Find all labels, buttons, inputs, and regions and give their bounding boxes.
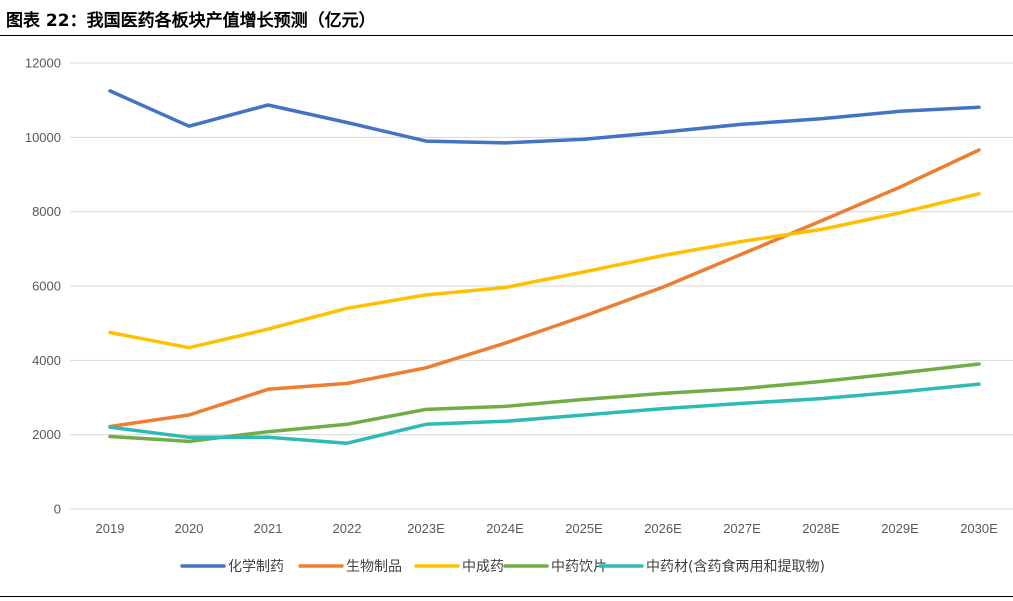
series-lines xyxy=(108,89,981,445)
series-1 xyxy=(108,89,981,145)
x-tick-label: 2019 xyxy=(96,521,125,536)
y-tick-label: 8000 xyxy=(32,204,61,219)
legend-label: 中药材(含药食两用和提取物) xyxy=(646,558,825,575)
legend-item-3: 中成药 xyxy=(414,559,504,575)
x-tick-label: 2020 xyxy=(175,521,204,536)
legend-item-5: 中药材(含药食两用和提取物) xyxy=(598,558,825,575)
x-tick-label: 2027E xyxy=(723,521,761,536)
legend-item-2: 生物制品 xyxy=(298,559,402,575)
legend: 化学制药 生物制品 中成药 中药饮片 中药材(含药食两用和提取物) xyxy=(180,558,825,575)
gridlines xyxy=(70,62,1013,510)
legend-label: 中药饮片 xyxy=(551,559,607,575)
x-axis-ticks: 2019 2020 2021 2022 2023E 2024E 2025E 2026E 2027… xyxy=(96,521,999,536)
x-tick-label: 2025E xyxy=(565,521,603,536)
x-tick-label: 2026E xyxy=(644,521,682,536)
series-line xyxy=(108,89,981,145)
y-tick-label: 4000 xyxy=(32,353,61,368)
legend-label: 生物制品 xyxy=(346,559,402,575)
series-line xyxy=(108,382,981,445)
series-5 xyxy=(108,382,981,445)
series-line xyxy=(108,362,981,444)
series-4 xyxy=(108,362,981,444)
y-tick-label: 6000 xyxy=(32,279,61,294)
x-tick-label: 2021 xyxy=(254,521,283,536)
y-tick-label: 0 xyxy=(54,502,61,517)
legend-label: 化学制药 xyxy=(228,559,284,575)
series-2 xyxy=(108,148,981,429)
bottom-rule xyxy=(0,596,1013,597)
y-axis-ticks: 0 2000 4000 6000 8000 10000 12000 xyxy=(25,56,61,517)
series-3 xyxy=(108,192,981,350)
x-tick-label: 2024E xyxy=(486,521,524,536)
y-tick-label: 12000 xyxy=(25,56,61,71)
x-tick-label: 2029E xyxy=(881,521,919,536)
chart-title: 图表 22：我国医药各板块产值增长预测（亿元） xyxy=(6,11,376,31)
x-tick-label: 2022 xyxy=(333,521,362,536)
legend-item-1: 化学制药 xyxy=(180,559,284,575)
legend-label: 中成药 xyxy=(462,559,504,575)
series-line xyxy=(108,148,981,429)
y-tick-label: 10000 xyxy=(25,130,61,145)
x-tick-label: 2023E xyxy=(407,521,445,536)
x-tick-label: 2028E xyxy=(802,521,840,536)
y-tick-label: 2000 xyxy=(32,427,61,442)
title-bar: 图表 22：我国医药各板块产值增长预测（亿元） xyxy=(0,0,1013,36)
series-line xyxy=(108,192,981,350)
legend-item-4: 中药饮片 xyxy=(503,559,607,575)
x-tick-label: 2030E xyxy=(960,521,998,536)
